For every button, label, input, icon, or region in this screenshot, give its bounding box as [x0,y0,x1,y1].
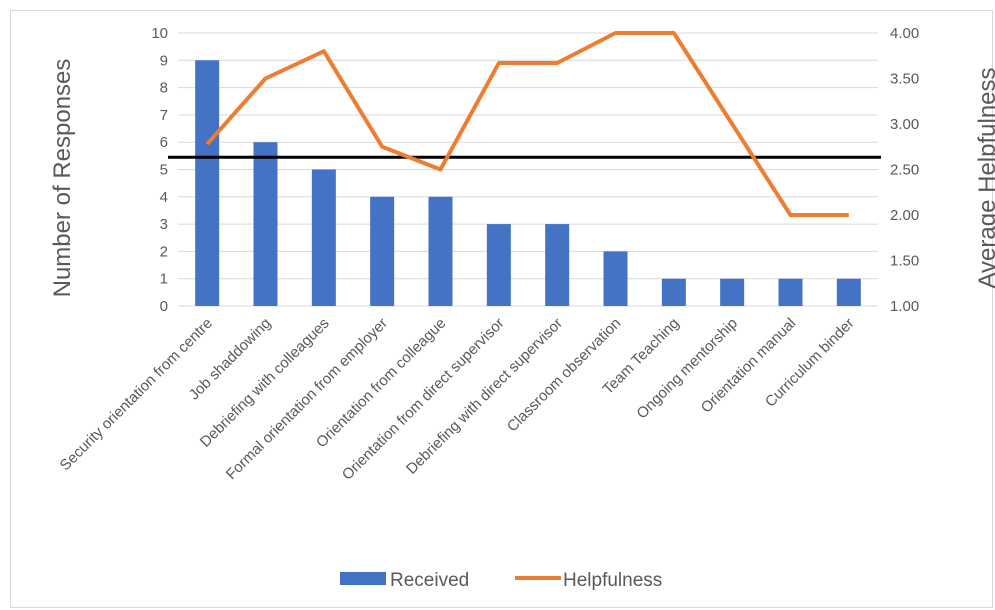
legend-label-helpfulness: Helpfulness [563,570,662,591]
left-axis-title: Number of Responses [49,59,76,298]
gridlines [178,32,878,307]
bar [311,169,336,306]
line-series-helpfulness [205,31,849,217]
helpfulness-line [205,31,849,217]
legend-label-received: Received [390,570,469,591]
bar [370,196,395,306]
bar [661,278,686,306]
right-tick-label: 2.00 [890,207,919,224]
left-tick-label: 0 [160,298,168,315]
bar [253,142,278,306]
left-tick-label: 3 [160,216,168,233]
chart-frame [10,10,993,608]
right-tick-label: 1.50 [890,253,919,270]
left-tick-label: 4 [160,189,168,206]
legend-swatch-received [340,572,386,585]
left-axis-ticks: 0 1 2 3 4 5 6 7 8 9 10 [151,25,168,315]
left-tick-label: 9 [160,52,168,69]
bar [603,251,628,306]
bar [486,224,511,306]
right-tick-label: 3.00 [890,116,919,133]
right-axis-ticks: 1.00 1.50 2.00 2.50 3.00 3.50 4.00 [890,25,919,315]
bar [428,196,453,306]
bar [195,60,220,306]
bar-series-received [195,60,861,306]
right-tick-label: 4.00 [890,25,919,42]
bar [545,224,570,306]
category-label: Ongoing mentorship [633,315,741,423]
bar [778,278,803,306]
legend: Received Helpfulness [340,570,662,591]
left-tick-label: 5 [160,162,168,179]
left-tick-label: 8 [160,80,168,97]
left-tick-label: 6 [160,134,168,151]
left-tick-label: 1 [160,271,168,288]
right-tick-label: 1.00 [890,298,919,315]
bar [720,278,745,306]
right-tick-label: 3.50 [890,71,919,88]
right-axis-title: Average Helpfulness [974,67,995,288]
left-tick-label: 2 [160,243,168,260]
category-label: Classroom observation [504,315,624,435]
right-tick-label: 2.50 [890,162,919,179]
left-tick-label: 10 [151,25,168,42]
left-tick-label: 7 [160,107,168,124]
bar [836,278,861,306]
